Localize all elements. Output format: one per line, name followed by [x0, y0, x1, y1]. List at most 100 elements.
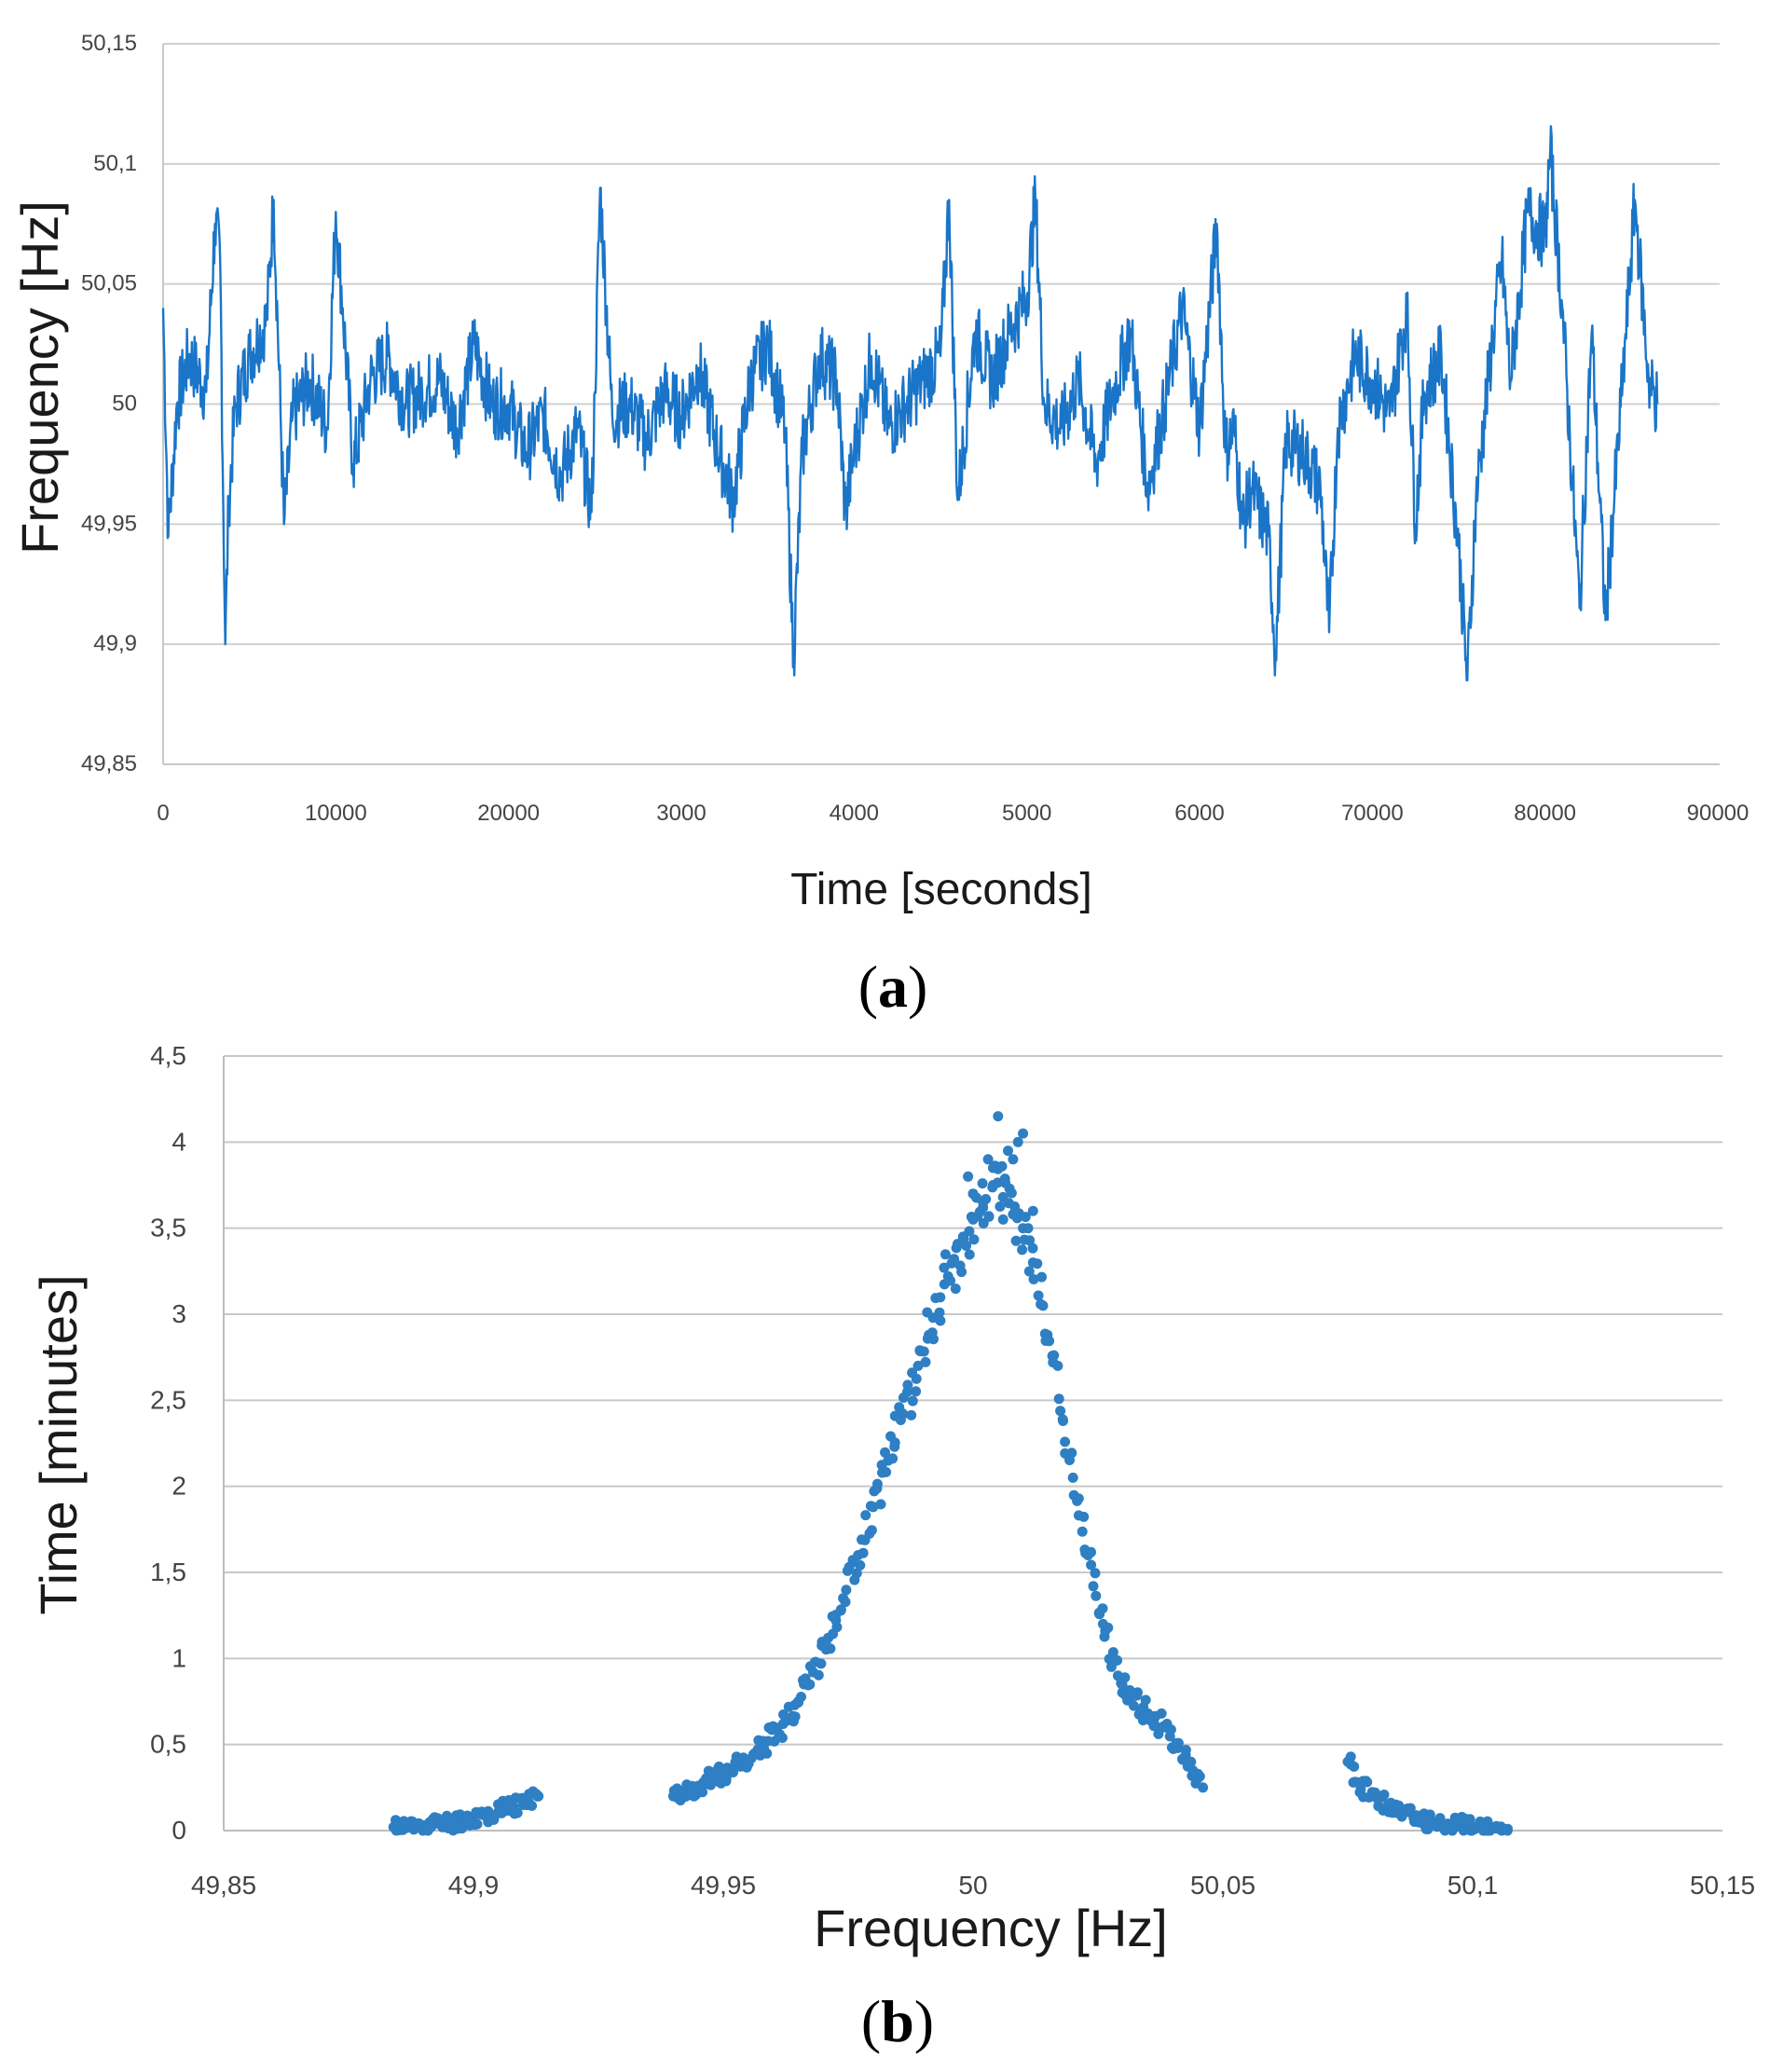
chart-a-y-tick-label: 50,1 [93, 151, 137, 176]
chart-b-data-point [1036, 1271, 1048, 1283]
chart-b-data-point [1128, 1700, 1139, 1711]
chart-b-data-point [527, 1800, 538, 1811]
chart-b-data-point [1033, 1290, 1044, 1301]
chart-b-data-point [1186, 1756, 1197, 1767]
chart-b-data-point [858, 1547, 869, 1558]
chart-a-time-series: 49,85 49,9 49,95 50 50,05 50,1 50,15 0 10000 200… [10, 31, 1749, 1020]
chart-b-data-point [939, 1262, 950, 1273]
chart-b-data-point [720, 1776, 732, 1787]
chart-b-data-point [512, 1807, 523, 1818]
chart-b-data-point [887, 1453, 899, 1464]
chart-b-data-point [1078, 1511, 1090, 1522]
chart-b-data-point [1194, 1771, 1205, 1782]
chart-b-x-tick-label: 50,1 [1448, 1871, 1499, 1900]
chart-b-x-tick-label: 49,95 [691, 1871, 756, 1900]
chart-b-data-point [1073, 1493, 1084, 1504]
chart-b-data-point [928, 1334, 939, 1345]
chart-b-data-point [1349, 1761, 1360, 1772]
chart-b-data-point [1052, 1360, 1063, 1371]
chart-b-y-tick-label: 0,5 [150, 1730, 186, 1759]
chart-b-panel-label: (b) [861, 1988, 934, 2054]
chart-b-data-point [1028, 1274, 1039, 1284]
chart-b-data-point [1027, 1205, 1038, 1216]
chart-b-data-point [1090, 1568, 1101, 1579]
chart-a-x-tick-label: 20000 [477, 801, 540, 826]
chart-b-data-point [967, 1188, 979, 1200]
chart-b-data-point [1097, 1603, 1108, 1614]
chart-b-data-point [1006, 1187, 1017, 1199]
chart-b-data-point [1012, 1136, 1023, 1147]
chart-b-data-point [488, 1814, 500, 1825]
chart-b-data-point [1464, 1814, 1475, 1825]
chart-b-data-point [918, 1346, 929, 1357]
chart-b-data-point [875, 1499, 886, 1510]
chart-a-y-tick-label: 50,05 [81, 271, 137, 296]
chart-b-data-point [789, 1711, 801, 1722]
chart-b-y-tick-label: 3 [172, 1299, 186, 1328]
chart-b-data-point [987, 1162, 998, 1173]
chart-a-x-tick-label: 5000 [1002, 801, 1051, 826]
chart-b-data-point [860, 1510, 871, 1521]
chart-b-data-point [964, 1249, 975, 1260]
chart-b-x-tick-label: 50,15 [1690, 1871, 1755, 1900]
chart-b-data-point [1156, 1708, 1167, 1719]
chart-b-data-point [1132, 1690, 1143, 1701]
chart-a-panel-label-open: ( [858, 954, 878, 1020]
chart-b-data-point [906, 1409, 917, 1420]
chart-b-data-point [911, 1373, 922, 1384]
chart-b-data-point [1023, 1266, 1035, 1277]
chart-b-data-point [940, 1249, 951, 1260]
chart-b-y-tick-label: 3,5 [150, 1214, 186, 1242]
chart-b-data-point [831, 1622, 843, 1633]
chart-a-x-tick-label: 10000 [305, 801, 367, 826]
chart-a-x-tick-label: 6000 [1174, 801, 1224, 826]
chart-b-data-point [1091, 1590, 1102, 1601]
chart-b-data-point [1067, 1472, 1078, 1483]
chart-a-y-tick-label: 50 [112, 391, 137, 417]
chart-b-x-axis-title: Frequency [Hz] [814, 1899, 1168, 1957]
chart-b-panel-label-close: ) [914, 1988, 934, 2054]
chart-b-data-point [950, 1283, 961, 1295]
chart-b-data-point [1345, 1751, 1356, 1763]
chart-b-data-point [978, 1197, 989, 1208]
chart-b-data-point [983, 1211, 995, 1222]
chart-b-y-axis-title: Time [minutes] [29, 1274, 88, 1614]
chart-a-x-tick-label: 0 [157, 801, 169, 826]
chart-b-data-point [835, 1605, 846, 1616]
chart-b-data-point [728, 1767, 738, 1777]
chart-b-y-tick-label: 2 [172, 1472, 186, 1501]
chart-b-data-point [977, 1178, 988, 1189]
chart-b-y-tick-label: 1,5 [150, 1557, 186, 1586]
chart-b-data-point [762, 1748, 773, 1759]
chart-b-data-point [935, 1315, 946, 1326]
chart-b-data-point [804, 1679, 816, 1690]
chart-b-data-point [957, 1231, 968, 1242]
chart-b-data-point [996, 1160, 1008, 1172]
chart-b-data-point [851, 1568, 862, 1579]
chart-b-data-point [1173, 1737, 1184, 1749]
chart-b-data-point [907, 1395, 918, 1406]
chart-b-y-tick-label: 4 [172, 1127, 186, 1156]
chart-a-x-tick-label: 90000 [1687, 801, 1749, 826]
chart-b-distribution: 0 0,5 1 1,5 2 2,5 3 3,5 4 4,5 49,85 49,9 49,95 50 50,… [29, 1041, 1755, 2054]
chart-b-data-point [866, 1525, 877, 1536]
chart-b-data-point [997, 1214, 1008, 1225]
chart-b-data-point [813, 1669, 824, 1681]
chart-b-data-point [881, 1466, 892, 1477]
chart-b-data-point [1434, 1813, 1446, 1824]
chart-b-data-point [1198, 1782, 1209, 1793]
chart-b-data-point [533, 1791, 544, 1802]
chart-b-data-point [816, 1658, 827, 1669]
chart-b-data-point [1088, 1581, 1099, 1592]
chart-b-data-point [1049, 1350, 1060, 1361]
chart-b-y-tick-label: 2,5 [150, 1385, 186, 1414]
chart-a-y-tick-label: 49,95 [81, 511, 137, 536]
chart-b-data-point [949, 1254, 960, 1265]
chart-b-data-point [1003, 1146, 1013, 1157]
chart-b-data-point [1103, 1622, 1114, 1633]
chart-a-x-tick-label: 3000 [656, 801, 706, 826]
chart-b-data-point [1060, 1436, 1071, 1448]
chart-b-data-point [776, 1733, 788, 1743]
chart-b-data-point [1044, 1336, 1055, 1347]
chart-b-data-point [1066, 1448, 1077, 1459]
